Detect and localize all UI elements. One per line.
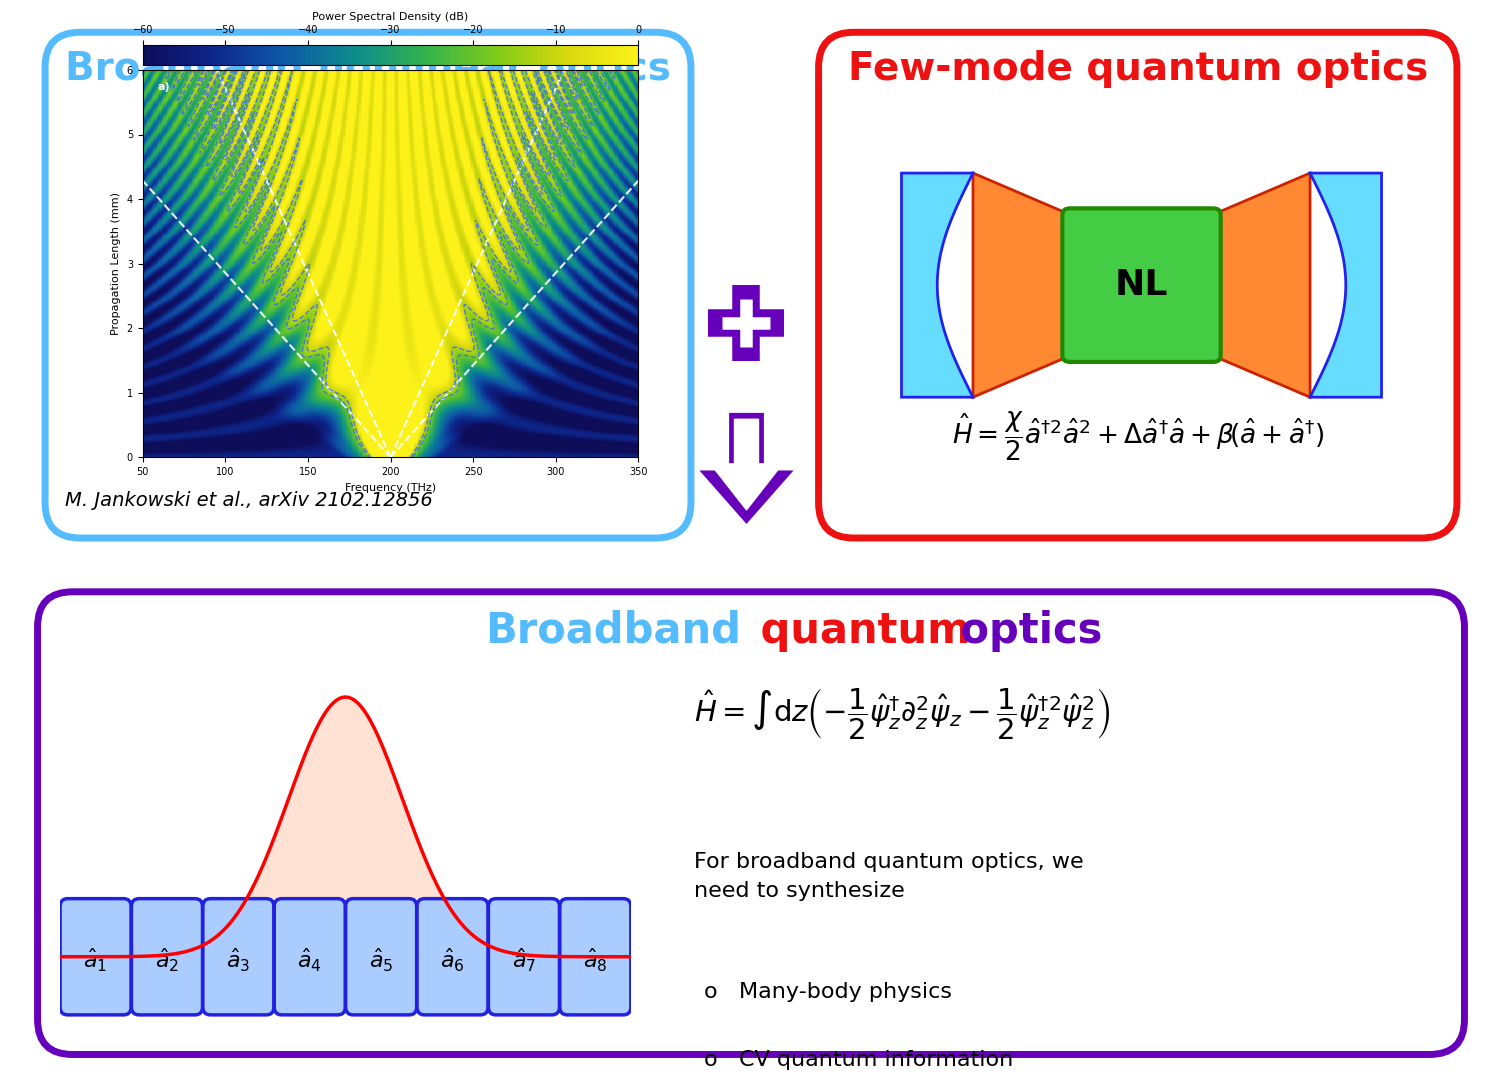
Text: For broadband quantum optics, we
need to synthesize: For broadband quantum optics, we need to… [694, 852, 1083, 902]
FancyBboxPatch shape [488, 898, 559, 1015]
X-axis label: Power Spectral Density (dB): Power Spectral Density (dB) [312, 12, 469, 22]
Text: $\hat{a}_4$: $\hat{a}_4$ [297, 946, 321, 974]
Text: $\hat{H} = \int \mathrm{d}z \left( -\dfrac{1}{2}\hat{\psi}_z^{\dagger}\partial_z: $\hat{H} = \int \mathrm{d}z \left( -\dfr… [694, 686, 1110, 742]
Polygon shape [1214, 173, 1310, 397]
FancyBboxPatch shape [560, 898, 631, 1015]
Polygon shape [901, 173, 973, 397]
Text: Few-mode quantum optics: Few-mode quantum optics [847, 51, 1428, 88]
Text: quantum: quantum [746, 610, 970, 652]
Text: $\hat{a}_8$: $\hat{a}_8$ [583, 946, 608, 974]
FancyBboxPatch shape [345, 898, 416, 1015]
FancyBboxPatch shape [275, 898, 345, 1015]
Polygon shape [973, 173, 1069, 397]
FancyBboxPatch shape [418, 898, 488, 1015]
FancyBboxPatch shape [132, 898, 203, 1015]
Text: $\hat{a}_5$: $\hat{a}_5$ [369, 946, 394, 974]
Text: optics: optics [946, 610, 1102, 652]
Text: $\hat{a}_1$: $\hat{a}_1$ [84, 946, 108, 974]
Y-axis label: Propagation Length (mm): Propagation Length (mm) [111, 193, 122, 335]
FancyBboxPatch shape [203, 898, 273, 1015]
Polygon shape [710, 420, 783, 510]
Text: $\hat{a}_2$: $\hat{a}_2$ [155, 946, 179, 974]
Text: NL: NL [1114, 268, 1169, 302]
Polygon shape [1310, 173, 1382, 397]
Text: $\hat{a}_6$: $\hat{a}_6$ [440, 946, 466, 974]
FancyBboxPatch shape [60, 898, 131, 1015]
FancyBboxPatch shape [819, 32, 1457, 538]
FancyBboxPatch shape [1062, 209, 1221, 362]
X-axis label: Frequency (THz): Frequency (THz) [345, 482, 436, 493]
FancyBboxPatch shape [38, 592, 1464, 1054]
Text: M. Jankowski et al., arXiv 2102.12856: M. Jankowski et al., arXiv 2102.12856 [65, 491, 433, 510]
Text: Broadband: Broadband [485, 610, 740, 652]
Text: $\hat{a}_7$: $\hat{a}_7$ [512, 946, 536, 974]
Text: a): a) [158, 82, 170, 91]
Text: o   CV quantum information: o CV quantum information [704, 1050, 1014, 1070]
Text: o   Many-body physics: o Many-body physics [704, 981, 952, 1002]
Text: $\hat{H} = \dfrac{\chi}{2}\hat{a}^{\dagger 2}\hat{a}^{2} + \Delta\hat{a}^{\dagge: $\hat{H} = \dfrac{\chi}{2}\hat{a}^{\dagg… [951, 410, 1325, 463]
Text: $\hat{a}_3$: $\hat{a}_3$ [227, 946, 251, 974]
Polygon shape [703, 414, 790, 522]
FancyBboxPatch shape [45, 32, 691, 538]
Text: Broadband nonlinear optics: Broadband nonlinear optics [65, 51, 671, 88]
